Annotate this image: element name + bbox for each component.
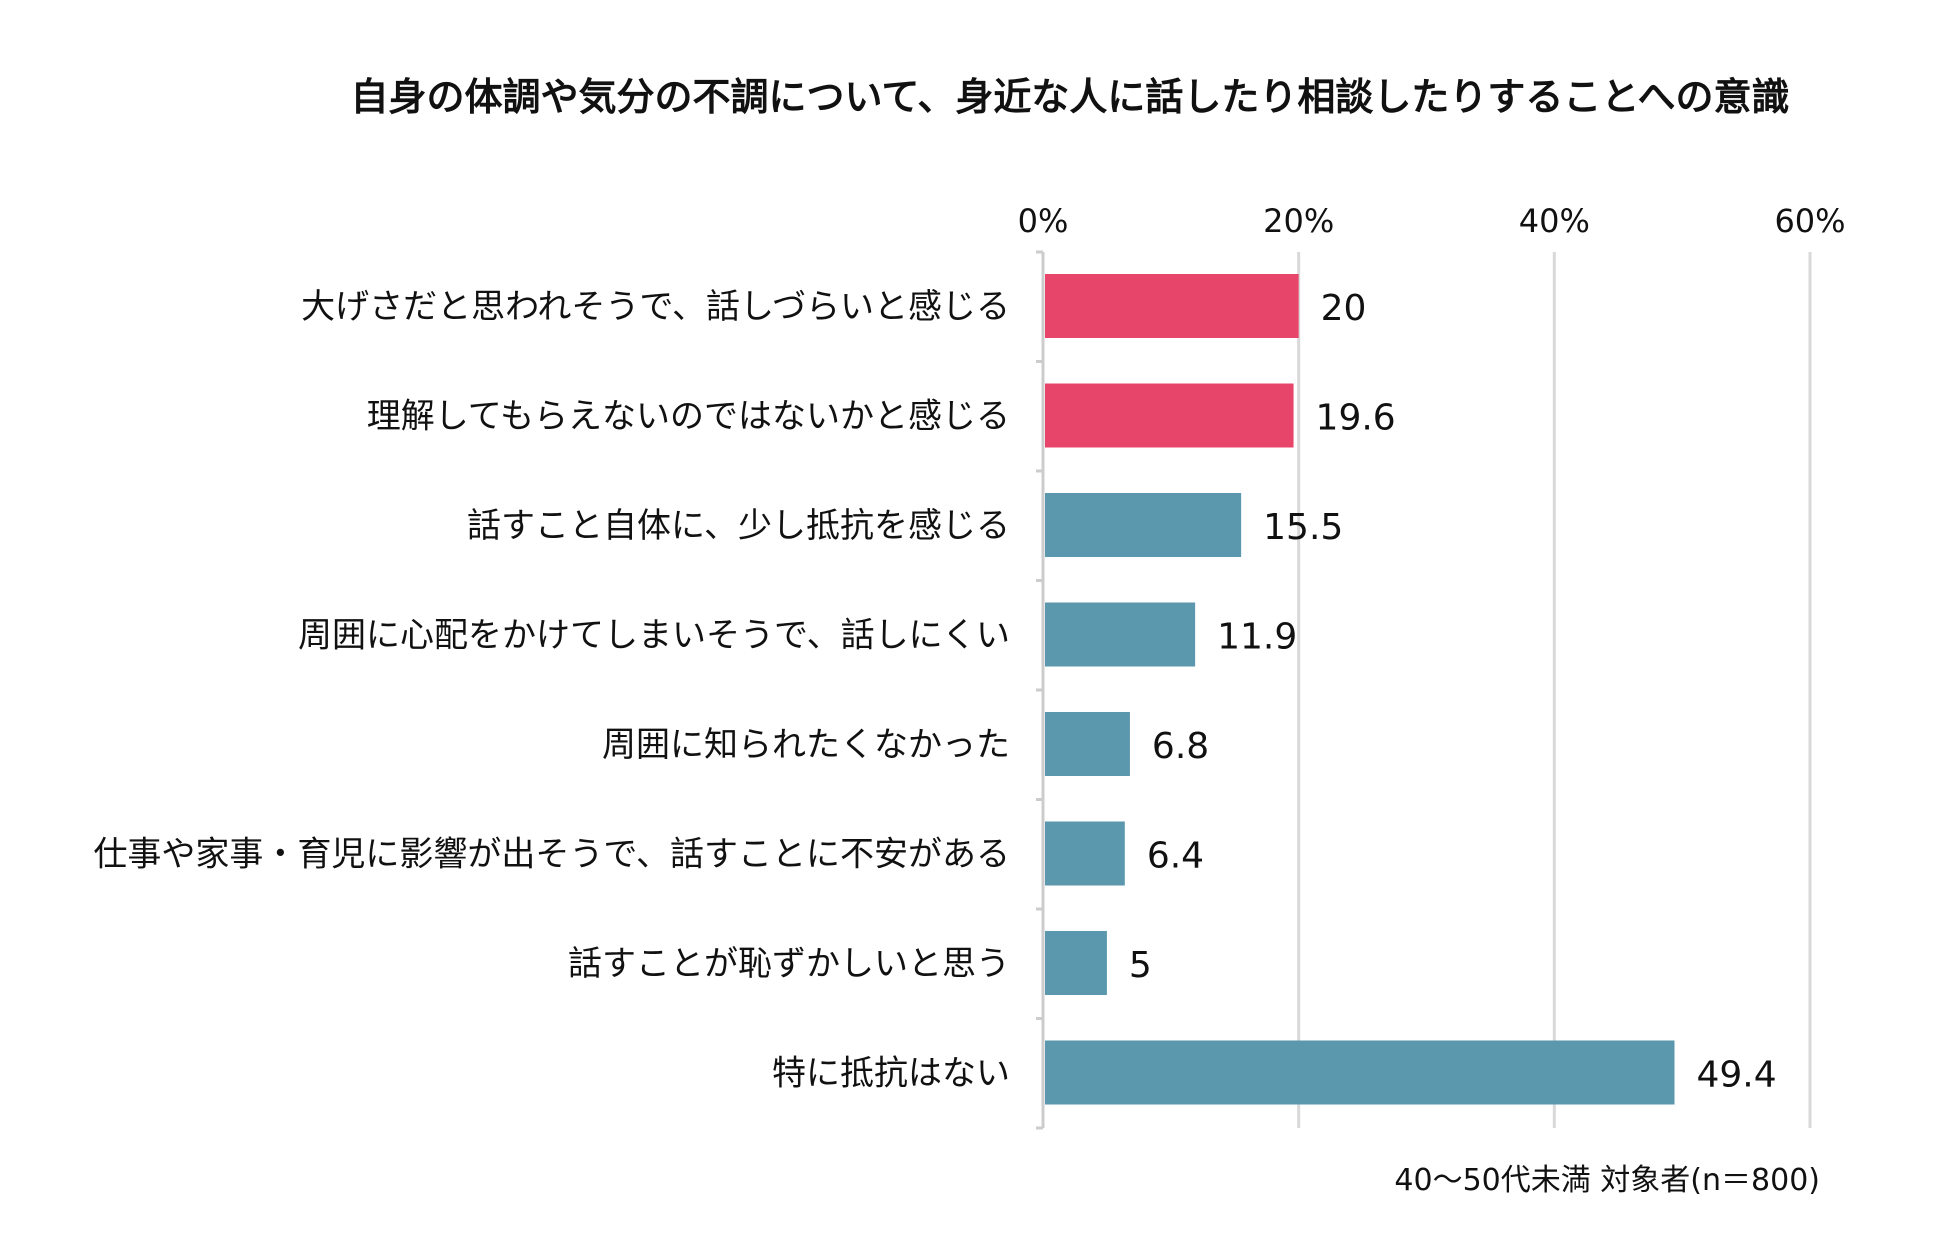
chart-title: 自身の体調や気分の不調について、身近な人に話したり相談したりすることへの意識: [350, 75, 1789, 119]
bar-1: [1045, 274, 1299, 338]
category-label-3: 話すこと自体に、少し抵抗を感じる: [467, 506, 1010, 546]
x-tick-label-60: 60%: [1774, 202, 1845, 240]
value-label-3: 15.5: [1263, 507, 1343, 548]
sample-note: 40〜50代未満 対象者(n＝800): [1394, 1163, 1820, 1198]
bar-2: [1045, 383, 1294, 448]
category-label-5: 周囲に知られたくなかった: [602, 725, 1010, 765]
value-label-1: 20: [1321, 288, 1367, 329]
value-label-7: 5: [1129, 945, 1152, 986]
category-label-6: 仕事や家事・育児に影響が出そうで、話すことに不安がある: [93, 835, 1010, 875]
value-label-5: 6.8: [1152, 726, 1209, 767]
category-label-1: 大げさだと思われそうで、話しづらいと感じる: [301, 287, 1010, 327]
value-label-6: 6.4: [1147, 836, 1204, 877]
x-tick-label-20: 20%: [1263, 202, 1334, 240]
x-tick-label-40: 40%: [1519, 202, 1590, 240]
value-label-8: 49.4: [1696, 1055, 1776, 1096]
bar-5: [1045, 712, 1130, 776]
category-label-2: 理解してもらえないのではないかと感じる: [367, 397, 1010, 437]
axis-layer: [1036, 250, 1045, 1130]
label-layer: 0% 20% 40% 60% 大げさだと思われそうで、話しづらいと感じる 20 理解してもら…: [93, 202, 1845, 1096]
bar-7: [1045, 931, 1107, 995]
value-label-4: 11.9: [1217, 617, 1297, 658]
grid-layer: [1297, 252, 1812, 1128]
bar-layer: [1045, 274, 1675, 1105]
category-label-4: 周囲に心配をかけてしまいそうで、話しにくい: [298, 616, 1010, 656]
bar-3: [1045, 493, 1242, 557]
category-label-7: 話すことが恥ずかしいと思う: [568, 944, 1010, 984]
bar-4: [1045, 602, 1196, 667]
category-label-8: 特に抵抗はない: [772, 1054, 1010, 1094]
bar-6: [1045, 821, 1125, 886]
bar-8: [1045, 1040, 1675, 1105]
x-tick-label-0: 0%: [1018, 202, 1069, 240]
value-label-2: 19.6: [1316, 398, 1396, 439]
